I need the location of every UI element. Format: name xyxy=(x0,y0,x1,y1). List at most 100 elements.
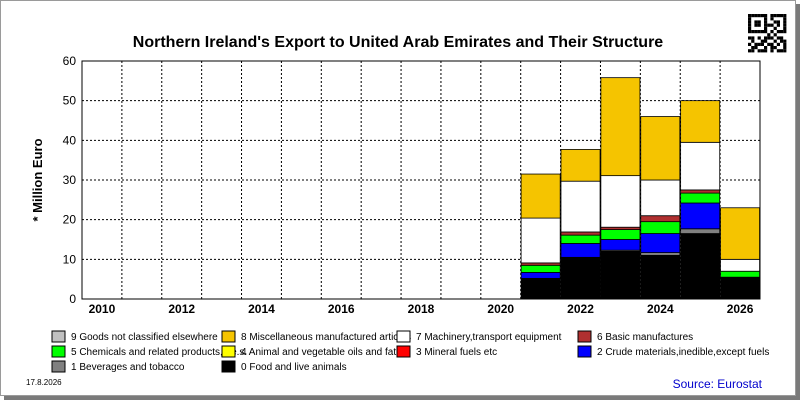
legend-label: 9 Goods not classified elsewhere xyxy=(71,332,218,343)
legend-swatch xyxy=(221,360,236,373)
y-tick-label: 40 xyxy=(63,133,77,147)
qr-module xyxy=(748,42,752,46)
bar-segment xyxy=(640,116,681,181)
qr-module xyxy=(757,30,761,34)
bar-segment xyxy=(600,175,641,228)
qr-module xyxy=(773,20,777,24)
bar-segment xyxy=(640,221,681,234)
qr-module xyxy=(764,26,768,30)
legend-label: 4 Animal and vegetable oils and fats xyxy=(241,347,401,358)
bar-segment xyxy=(560,149,601,182)
bar-segment xyxy=(520,278,561,300)
qr-module xyxy=(751,14,755,18)
qr-module xyxy=(757,14,761,18)
qr-module xyxy=(770,42,774,46)
qr-module xyxy=(776,20,780,24)
y-tick-label: 50 xyxy=(63,94,77,108)
qr-module xyxy=(767,36,771,40)
bar-segment xyxy=(520,173,561,219)
y-tick-label: 0 xyxy=(69,292,76,306)
qr-module xyxy=(773,46,777,50)
date-label: 17.8.2026 xyxy=(26,378,62,387)
qr-module xyxy=(783,20,787,24)
x-tick-label: 2020 xyxy=(487,302,514,316)
qr-module xyxy=(754,30,758,34)
legend-swatch xyxy=(577,345,592,358)
x-tick-label: 2026 xyxy=(727,302,754,316)
qr-module xyxy=(757,49,761,53)
legend-label: 1 Beverages and tobacco xyxy=(71,362,185,373)
legend-label: 5 Chemicals and related products,n.e.s. xyxy=(71,347,247,358)
qr-module xyxy=(748,30,752,34)
qr-module xyxy=(760,42,764,46)
qr-module xyxy=(748,20,752,24)
bar-segment xyxy=(720,276,761,300)
bar-segment xyxy=(640,179,681,217)
legend-label: 3 Mineral fuels etc xyxy=(416,347,497,358)
qr-module xyxy=(748,26,752,30)
x-tick-label: 2016 xyxy=(328,302,355,316)
legend-swatch xyxy=(577,330,592,343)
qr-module xyxy=(773,14,777,18)
bar-segment xyxy=(680,233,721,300)
bar-segment xyxy=(720,270,761,278)
qr-module xyxy=(767,23,771,27)
qr-module xyxy=(760,30,764,34)
qr-module xyxy=(770,17,774,21)
qr-module xyxy=(748,17,752,21)
qr-module xyxy=(760,14,764,18)
qr-module xyxy=(751,39,755,43)
x-tick-label: 2022 xyxy=(567,302,594,316)
qr-module xyxy=(776,14,780,18)
legend-label: 6 Basic manufactures xyxy=(597,332,693,343)
qr-module xyxy=(783,30,787,34)
qr-module xyxy=(770,14,774,18)
qr-module xyxy=(764,17,768,21)
qr-module xyxy=(754,23,758,27)
bar-segment xyxy=(720,207,761,260)
qr-module xyxy=(770,30,774,34)
qr-module xyxy=(754,14,758,18)
y-tick-label: 60 xyxy=(63,54,77,68)
qr-module xyxy=(776,30,780,34)
qr-module xyxy=(770,46,774,50)
qr-module xyxy=(780,36,784,40)
source-label: Source: Eurostat xyxy=(673,377,763,391)
legend-swatch xyxy=(396,330,411,343)
legend-swatch xyxy=(51,360,66,373)
bar-segment xyxy=(600,250,641,300)
qr-module xyxy=(773,39,777,43)
x-tick-label: 2010 xyxy=(89,302,116,316)
qr-module xyxy=(783,42,787,46)
bar-segment xyxy=(640,233,681,253)
qr-module xyxy=(783,23,787,27)
qr-module xyxy=(783,14,787,18)
x-tick-label: 2014 xyxy=(248,302,275,316)
qr-module xyxy=(780,30,784,34)
legend-swatch xyxy=(51,345,66,358)
qr-module xyxy=(764,39,768,43)
bar-segment xyxy=(680,100,721,143)
bar-segment xyxy=(600,239,641,251)
x-tick-label: 2024 xyxy=(647,302,674,316)
bars xyxy=(520,77,761,300)
qr-module xyxy=(776,42,780,46)
y-tick-label: 20 xyxy=(63,213,77,227)
bar-segment xyxy=(520,264,561,273)
qr-module xyxy=(776,23,780,27)
legend-label: 2 Crude materials,inedible,except fuels xyxy=(597,347,769,358)
qr-module xyxy=(783,49,787,53)
y-tick-label: 30 xyxy=(63,173,77,187)
qr-module xyxy=(760,39,764,43)
bar-segment xyxy=(640,252,681,256)
qr-module xyxy=(776,36,780,40)
qr-module xyxy=(776,49,780,53)
legend-label: 0 Food and live animals xyxy=(241,362,347,373)
qr-module xyxy=(751,49,755,53)
qr-module xyxy=(764,36,768,40)
qr-module xyxy=(751,46,755,50)
chart-title: Northern Ireland's Export to United Arab… xyxy=(133,34,664,51)
qr-module xyxy=(770,49,774,53)
x-tick-label: 2018 xyxy=(408,302,435,316)
qr-module xyxy=(757,23,761,27)
